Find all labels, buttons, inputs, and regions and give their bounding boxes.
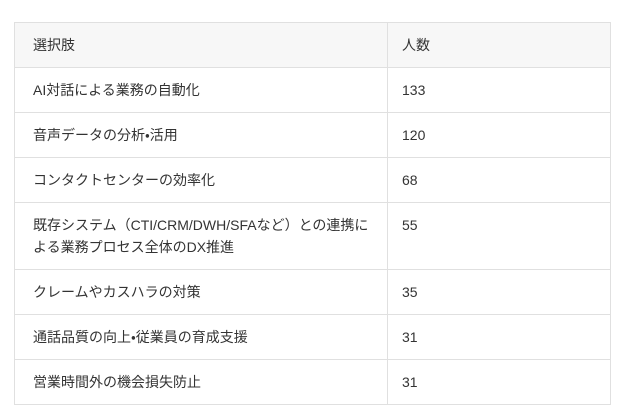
- table-row: コンタクトセンターの効率化 68: [14, 157, 611, 203]
- count-cell: 133: [387, 67, 611, 113]
- choice-cell: 通話品質の向上・従業員の育成支援: [14, 314, 388, 360]
- choice-cell: 既存システム（CTI/CRM/DWH/SFAなど）との連携による業務プロセス全体…: [14, 202, 388, 270]
- table-body: AI対話による業務の自動化 133 音声データの分析・活用 120 コンタクトセ…: [14, 67, 611, 405]
- header-row: 選択肢 人数: [14, 22, 611, 68]
- table-header-row: 選択肢 人数: [14, 22, 611, 68]
- choice-cell: クレームやカスハラの対策: [14, 269, 388, 315]
- count-cell: 55: [387, 202, 611, 270]
- column-header-choice: 選択肢: [14, 22, 388, 68]
- count-cell: 35: [387, 269, 611, 315]
- table-row: 既存システム（CTI/CRM/DWH/SFAなど）との連携による業務プロセス全体…: [14, 202, 611, 270]
- table-row: 音声データの分析・活用 120: [14, 112, 611, 158]
- table-row: クレームやカスハラの対策 35: [14, 269, 611, 315]
- count-cell: 31: [387, 359, 611, 405]
- survey-results-table: 選択肢 人数 AI対話による業務の自動化 133 音声データの分析・活用 120…: [14, 22, 611, 405]
- choice-cell: コンタクトセンターの効率化: [14, 157, 388, 203]
- table-row: 通話品質の向上・従業員の育成支援 31: [14, 314, 611, 360]
- choice-cell: 音声データの分析・活用: [14, 112, 388, 158]
- count-cell: 68: [387, 157, 611, 203]
- choice-cell: AI対話による業務の自動化: [14, 67, 388, 113]
- column-header-count: 人数: [387, 22, 611, 68]
- table-row: AI対話による業務の自動化 133: [14, 67, 611, 113]
- survey-table-container: 選択肢 人数 AI対話による業務の自動化 133 音声データの分析・活用 120…: [14, 22, 611, 405]
- table-row: 営業時間外の機会損失防止 31: [14, 359, 611, 405]
- count-cell: 120: [387, 112, 611, 158]
- choice-cell: 営業時間外の機会損失防止: [14, 359, 388, 405]
- count-cell: 31: [387, 314, 611, 360]
